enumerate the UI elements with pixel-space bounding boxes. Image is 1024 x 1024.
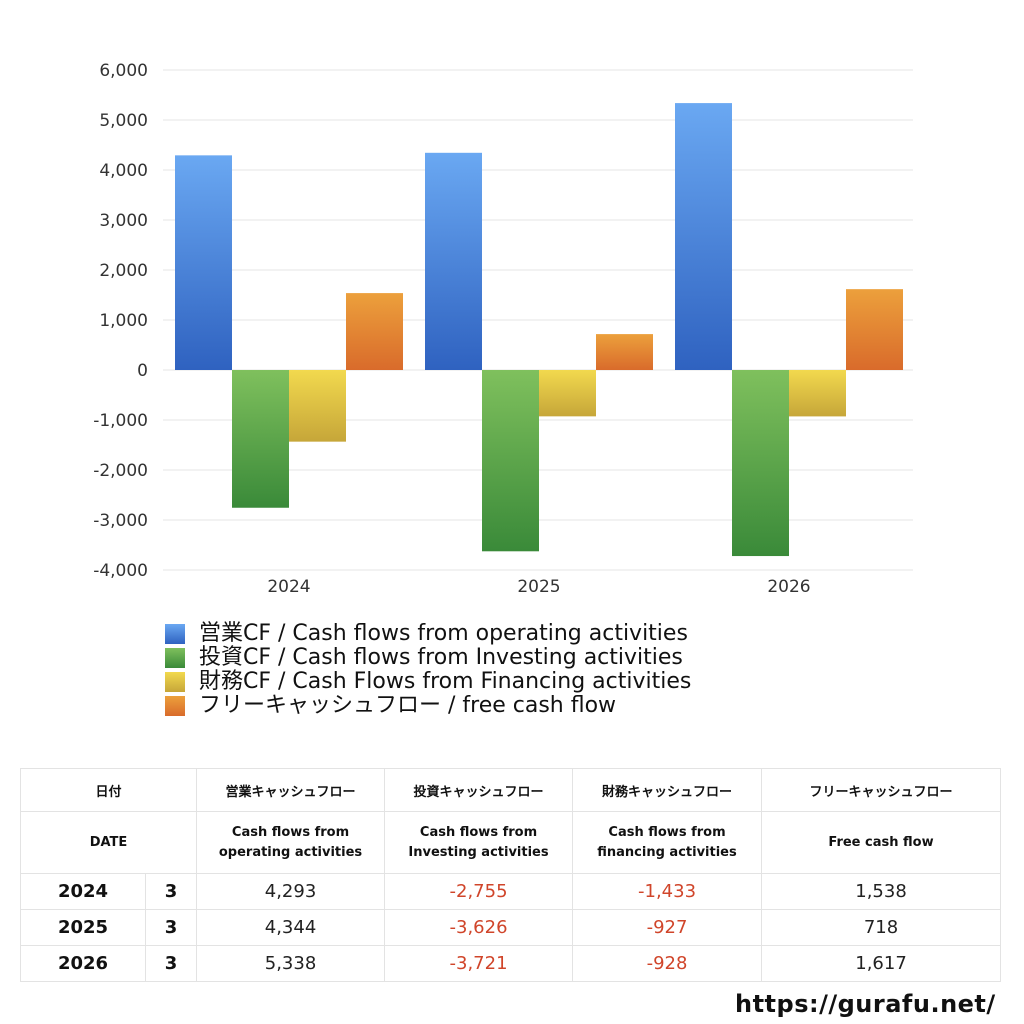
header-operating-ja: 営業キャッシュフロー (196, 768, 386, 812)
chart-legend: 営業CF / Cash flows from operating activit… (165, 622, 691, 718)
header-investing-ja: 投資キャッシュフロー (384, 768, 574, 812)
legend-swatch-financing (165, 672, 185, 692)
cash-flow-chart: 6,000 5,000 4,000 3,000 2,000 1,000 0 -1,000 -2,… (93, 61, 913, 597)
row-investing: -2,755 (384, 873, 574, 910)
cash-flow-table: 日付 営業キャッシュフロー 投資キャッシュフロー 財務キャッシュフロー フリーキ… (19, 768, 1002, 982)
row-operating: 5,338 (196, 945, 386, 982)
y-tick-label: 4,000 (99, 161, 148, 181)
bar (732, 370, 789, 557)
bar (175, 155, 232, 370)
bar (346, 293, 403, 370)
row-financing: -928 (572, 945, 763, 982)
header-free-cash-flow-ja: フリーキャッシュフロー (761, 768, 1002, 812)
x-tick-label: 2024 (267, 577, 310, 597)
legend-item-financing: 財務CF / Cash Flows from Financing activit… (165, 670, 691, 694)
row-free-cash-flow: 1,617 (761, 945, 1002, 982)
row-year: 2024 (20, 873, 146, 910)
x-tick-label: 2025 (517, 577, 560, 597)
legend-label-free-cash-flow: フリーキャッシュフロー / free cash flow (199, 693, 617, 718)
bar (425, 152, 482, 370)
table-row: 2024 3 4,293 -2,755 -1,433 1,538 (20, 873, 1002, 910)
row-year: 2025 (20, 909, 146, 946)
header-free-cash-flow-en: Free cash flow (761, 811, 1002, 874)
header-investing-en-text: Cash flows from Investing activities (408, 824, 549, 860)
y-tick-label: 2,000 (99, 261, 148, 281)
row-investing: -3,721 (384, 945, 574, 982)
y-tick-label: 3,000 (99, 211, 148, 231)
table-header-en: DATE Cash flows from operating activitie… (19, 811, 1002, 874)
legend-label-investing: 投資CF / Cash flows from Investing activit… (199, 645, 683, 670)
legend-label-operating: 営業CF / Cash flows from operating activit… (199, 621, 688, 646)
bar (539, 370, 596, 417)
table-row: 2026 3 5,338 -3,721 -928 1,617 (20, 945, 1002, 982)
header-financing-en: Cash flows from financing activities (572, 811, 763, 874)
y-tick-label: -4,000 (93, 561, 148, 581)
row-year: 2026 (20, 945, 146, 982)
x-tick-label: 2026 (767, 577, 810, 597)
legend-swatch-free-cash-flow (165, 696, 185, 716)
y-tick-label: -2,000 (93, 461, 148, 481)
row-month: 3 (144, 873, 198, 910)
bar (482, 370, 539, 552)
legend-item-operating: 営業CF / Cash flows from operating activit… (165, 622, 691, 646)
row-free-cash-flow: 1,538 (761, 873, 1002, 910)
table-row: 2025 3 4,344 -3,626 -927 718 (20, 909, 1002, 946)
header-operating-en: Cash flows from operating activities (196, 811, 386, 874)
y-tick-label: -3,000 (93, 511, 148, 531)
row-free-cash-flow: 718 (761, 909, 1002, 946)
row-financing: -1,433 (572, 873, 763, 910)
bar (846, 289, 903, 370)
header-operating-en-text: Cash flows from operating activities (218, 824, 363, 860)
header-investing-en: Cash flows from Investing activities (384, 811, 574, 874)
legend-item-investing: 投資CF / Cash flows from Investing activit… (165, 646, 691, 670)
header-date-ja: 日付 (19, 768, 198, 812)
legend-swatch-operating (165, 624, 185, 644)
y-tick-label: 1,000 (99, 311, 148, 331)
legend-swatch-investing (165, 648, 185, 668)
y-tick-label: 5,000 (99, 111, 148, 131)
y-tick-label: 6,000 (99, 61, 148, 81)
bar (675, 103, 732, 370)
header-financing-en-text: Cash flows from financing activities (597, 824, 737, 860)
row-month: 3 (144, 945, 198, 982)
table-header-ja: 日付 営業キャッシュフロー 投資キャッシュフロー 財務キャッシュフロー フリーキ… (19, 768, 1002, 812)
row-financing: -927 (572, 909, 763, 946)
row-investing: -3,626 (384, 909, 574, 946)
legend-label-financing: 財務CF / Cash Flows from Financing activit… (199, 669, 692, 694)
row-operating: 4,293 (196, 873, 386, 910)
y-tick-label: -1,000 (93, 411, 148, 431)
y-tick-label: 0 (137, 361, 148, 381)
header-date-en: DATE (19, 811, 198, 874)
row-operating: 4,344 (196, 909, 386, 946)
header-financing-ja: 財務キャッシュフロー (572, 768, 763, 812)
bar (789, 370, 846, 417)
site-url[interactable]: https://gurafu.net/ (735, 990, 996, 1018)
bar (596, 334, 653, 370)
bar (232, 370, 289, 508)
legend-item-free-cash-flow: フリーキャッシュフロー / free cash flow (165, 694, 691, 718)
row-month: 3 (144, 909, 198, 946)
bar (289, 370, 346, 442)
